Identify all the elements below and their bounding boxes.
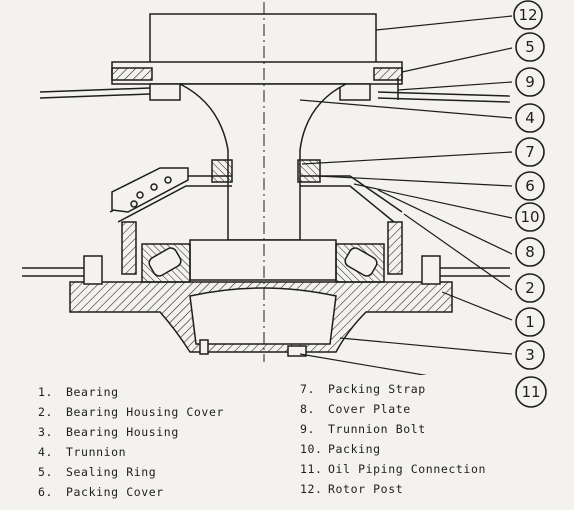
- callout-label: 5: [525, 38, 535, 56]
- callout-label: 8: [525, 243, 535, 261]
- callout-7: [515, 137, 545, 167]
- rotor-post: [149, 13, 377, 67]
- sealing-ring: [111, 61, 403, 85]
- cover-plate: [111, 167, 189, 213]
- leader-lines: [299, 15, 513, 375]
- callout-1: [515, 307, 545, 337]
- callout-12: [513, 0, 543, 30]
- callout-5: [515, 32, 545, 62]
- callout-11: 11: [515, 376, 547, 408]
- bearing-housing: [69, 281, 453, 353]
- callout-label: 11: [521, 383, 540, 401]
- callout-label: 3: [525, 346, 535, 364]
- oil-piping-connection: [199, 339, 307, 357]
- assembly-drawing: 12 5 9 4 7 6 10 8 2 1 3: [22, 0, 545, 375]
- callout-2: [515, 273, 545, 303]
- legend-item: 6. Packing Cover: [38, 485, 164, 499]
- callout-markers: [513, 0, 545, 370]
- legend-right: 7. Packing Strap 8. Cover Plate 9. Trunnion…: [300, 379, 486, 499]
- legend-item: 5. Sealing Ring: [38, 465, 157, 479]
- callout-4: [515, 103, 545, 133]
- callout-9: [515, 67, 545, 97]
- trunnion: [179, 83, 347, 241]
- legend-item: 3. Bearing Housing: [38, 425, 179, 439]
- legend-item: 11. Oil Piping Connection: [300, 462, 486, 476]
- legend-item: 4. Trunnion: [38, 445, 127, 459]
- callout-label: 1: [525, 313, 535, 331]
- callout-label: 9: [525, 73, 535, 91]
- legend-item: 9. Trunnion Bolt: [300, 422, 426, 436]
- legend-item: 2. Bearing Housing Cover: [38, 405, 224, 419]
- legend-item: 1. Bearing: [38, 385, 119, 399]
- legend-item: 10. Packing: [300, 442, 381, 456]
- callout-label: 2: [525, 279, 535, 297]
- legend-item: 12. Rotor Post: [300, 482, 404, 496]
- legend-left: 1. Bearing 2. Bearing Housing Cover 3. Bear…: [38, 382, 224, 502]
- trunnion-bolt: [149, 78, 399, 101]
- legend-item: 8. Cover Plate: [300, 402, 411, 416]
- callout-8: [515, 237, 545, 267]
- callout-label: 10: [520, 208, 539, 226]
- legend-item: 7. Packing Strap: [300, 382, 426, 396]
- callout-3: [515, 340, 545, 370]
- callout-label: 7: [525, 143, 535, 161]
- callout-label: 6: [525, 177, 535, 195]
- callout-6: [515, 171, 545, 201]
- callout-label: 4: [525, 109, 535, 127]
- callout-10: [515, 202, 545, 232]
- callout-label: 12: [518, 6, 537, 24]
